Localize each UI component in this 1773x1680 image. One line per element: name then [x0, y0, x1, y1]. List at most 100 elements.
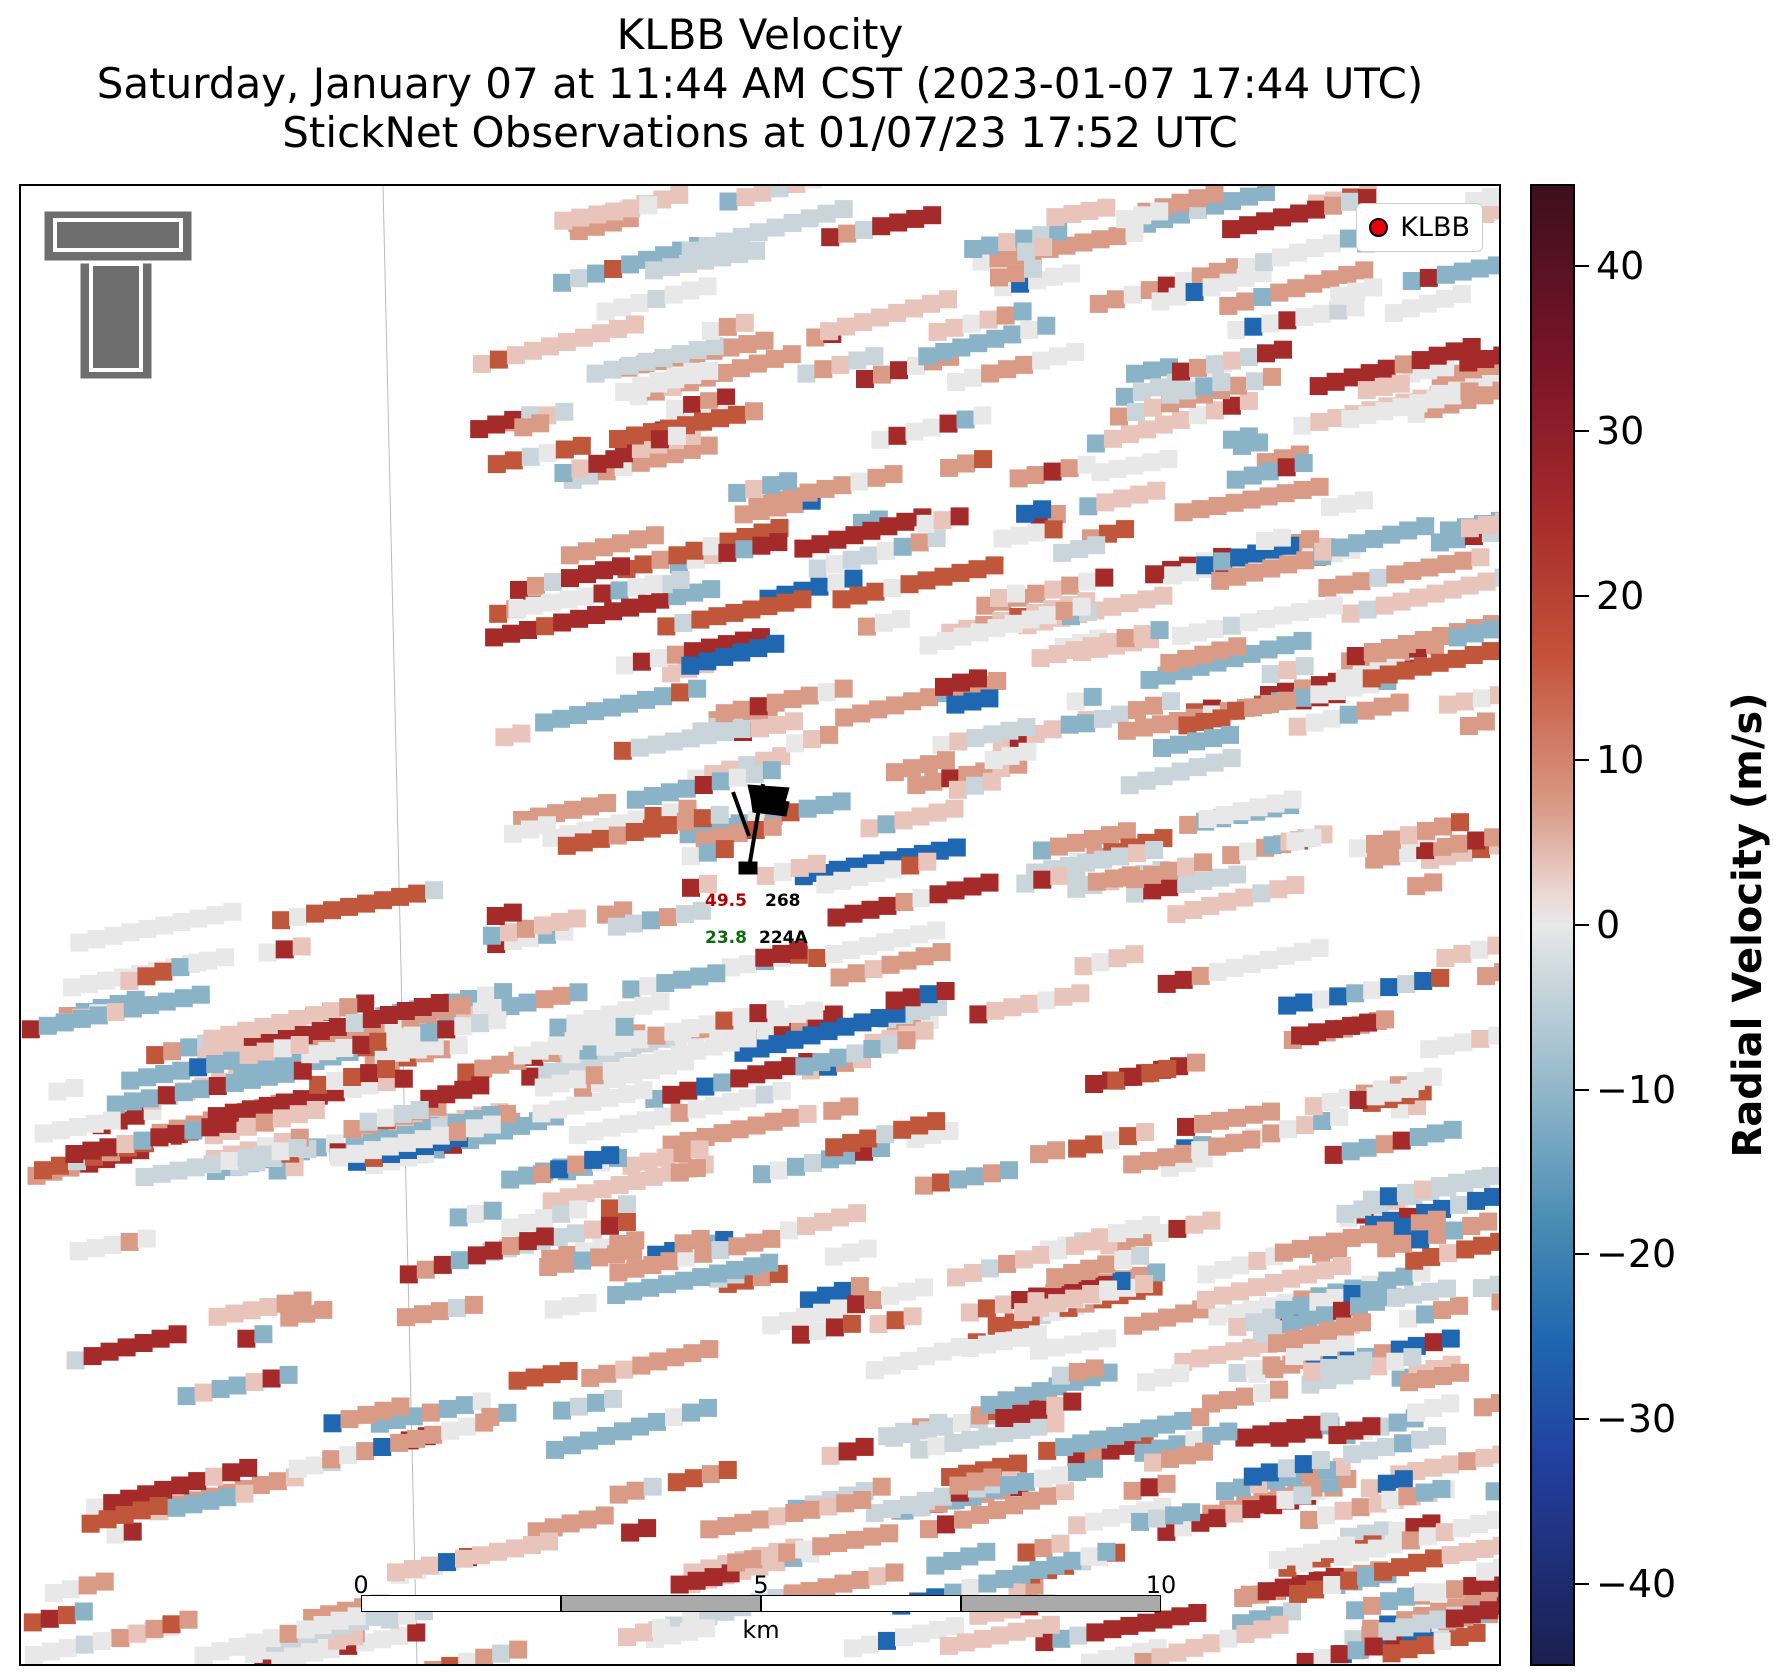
velocity-gate [527, 576, 545, 595]
velocity-gate [1463, 1577, 1482, 1595]
velocity-gate [790, 858, 809, 877]
velocity-gate [1494, 568, 1499, 587]
velocity-gate [318, 1042, 337, 1061]
velocity-gate [576, 1184, 595, 1203]
velocity-gate [92, 1632, 111, 1651]
velocity-gate [820, 322, 839, 341]
velocity-gate [458, 1417, 477, 1436]
velocity-gate [546, 1440, 564, 1459]
velocity-gate [881, 1286, 900, 1305]
velocity-gate [1396, 1183, 1415, 1202]
velocity-gate [1279, 555, 1298, 574]
velocity-gate [288, 1139, 307, 1158]
velocity-gate [1202, 1426, 1221, 1445]
velocity-gate [734, 505, 753, 524]
map-legend: KLBB [1356, 203, 1483, 252]
velocity-gate [556, 1254, 575, 1273]
velocity-gate [1017, 718, 1036, 737]
velocity-gate [919, 755, 938, 774]
velocity-gate [626, 426, 644, 445]
velocity-gate [1255, 532, 1274, 550]
velocity-gate [631, 1417, 649, 1436]
velocity-gate [1197, 1265, 1216, 1284]
velocity-gate [557, 836, 576, 855]
velocity-gate [1056, 1482, 1074, 1501]
velocity-gate [162, 1615, 181, 1634]
velocity-gate [275, 1093, 294, 1112]
velocity-gate [797, 1217, 816, 1236]
velocity-gate [700, 1340, 719, 1359]
velocity-gate [1322, 709, 1341, 728]
velocity-gate [172, 1061, 191, 1080]
velocity-gate [1401, 1531, 1420, 1550]
velocity-gate [848, 351, 867, 370]
velocity-gate [1293, 631, 1312, 650]
velocity-gate [100, 1342, 119, 1361]
velocity-gate [764, 1112, 783, 1131]
velocity-gate [1099, 1363, 1118, 1382]
velocity-gate [167, 1498, 186, 1517]
velocity-gate [876, 542, 895, 561]
velocity-gate [923, 206, 942, 225]
velocity-gate [928, 803, 947, 822]
velocity-gate [786, 734, 805, 753]
velocity-gate [621, 598, 640, 617]
velocity-gate [467, 1246, 486, 1265]
velocity-gate [1202, 1211, 1221, 1230]
radar-map[interactable]: KLBB 49.5 268 23.8 224A 0 5 10 km [19, 184, 1501, 1666]
velocity-gate [1015, 1250, 1034, 1269]
velocity-gate [501, 1236, 520, 1255]
velocity-gate [617, 1001, 636, 1020]
velocity-gate [492, 1644, 511, 1663]
velocity-gate [977, 1335, 996, 1354]
velocity-gate [1086, 1623, 1105, 1642]
velocity-gate [1081, 1332, 1100, 1351]
velocity-gate [1240, 348, 1258, 366]
velocity-gate [533, 916, 552, 935]
velocity-gate [859, 546, 878, 565]
velocity-gate [670, 1103, 689, 1122]
velocity-gate [952, 338, 971, 357]
velocity-gate [1128, 844, 1147, 863]
velocity-gate [912, 889, 931, 908]
velocity-gate [915, 1278, 934, 1297]
velocity-gate [1492, 1445, 1499, 1464]
velocity-gate [1276, 1490, 1295, 1509]
velocity-gate [1263, 367, 1281, 386]
velocity-gate [993, 529, 1012, 548]
velocity-gate [1358, 1138, 1377, 1157]
radar-site-marker-icon [1369, 218, 1389, 237]
velocity-gate [273, 1039, 292, 1058]
velocity-gate [585, 1122, 604, 1141]
velocity-gate [644, 1167, 663, 1186]
velocity-gate [1063, 1263, 1082, 1282]
velocity-gate [475, 1648, 494, 1664]
velocity-gate [681, 847, 700, 866]
velocity-gate [1328, 1426, 1347, 1445]
velocity-gate [1245, 1360, 1264, 1379]
velocity-gate [1026, 466, 1045, 484]
velocity-gate [512, 724, 531, 743]
velocity-gate [682, 1403, 700, 1422]
velocity-gate [1386, 1352, 1405, 1371]
velocity-gate [1321, 270, 1340, 289]
velocity-gate [1125, 456, 1144, 475]
velocity-gate [1214, 1286, 1232, 1305]
velocity-gate [1276, 636, 1295, 655]
velocity-gate [1458, 1452, 1477, 1471]
velocity-gate [664, 732, 683, 751]
velocity-gate [421, 1403, 440, 1422]
velocity-gate [1336, 1204, 1355, 1223]
velocity-gate [542, 1365, 561, 1384]
velocity-gate [817, 683, 836, 702]
velocity-gate [1492, 381, 1499, 400]
velocity-gate [368, 1607, 386, 1626]
velocity-gate [1383, 830, 1401, 849]
velocity-gate [1482, 188, 1499, 206]
velocity-gate [650, 430, 669, 449]
velocity-gate [1492, 1536, 1499, 1555]
velocity-gate [1198, 810, 1217, 828]
velocity-gate [356, 994, 375, 1013]
velocity-gate [998, 233, 1017, 252]
velocity-gate [626, 1481, 645, 1500]
